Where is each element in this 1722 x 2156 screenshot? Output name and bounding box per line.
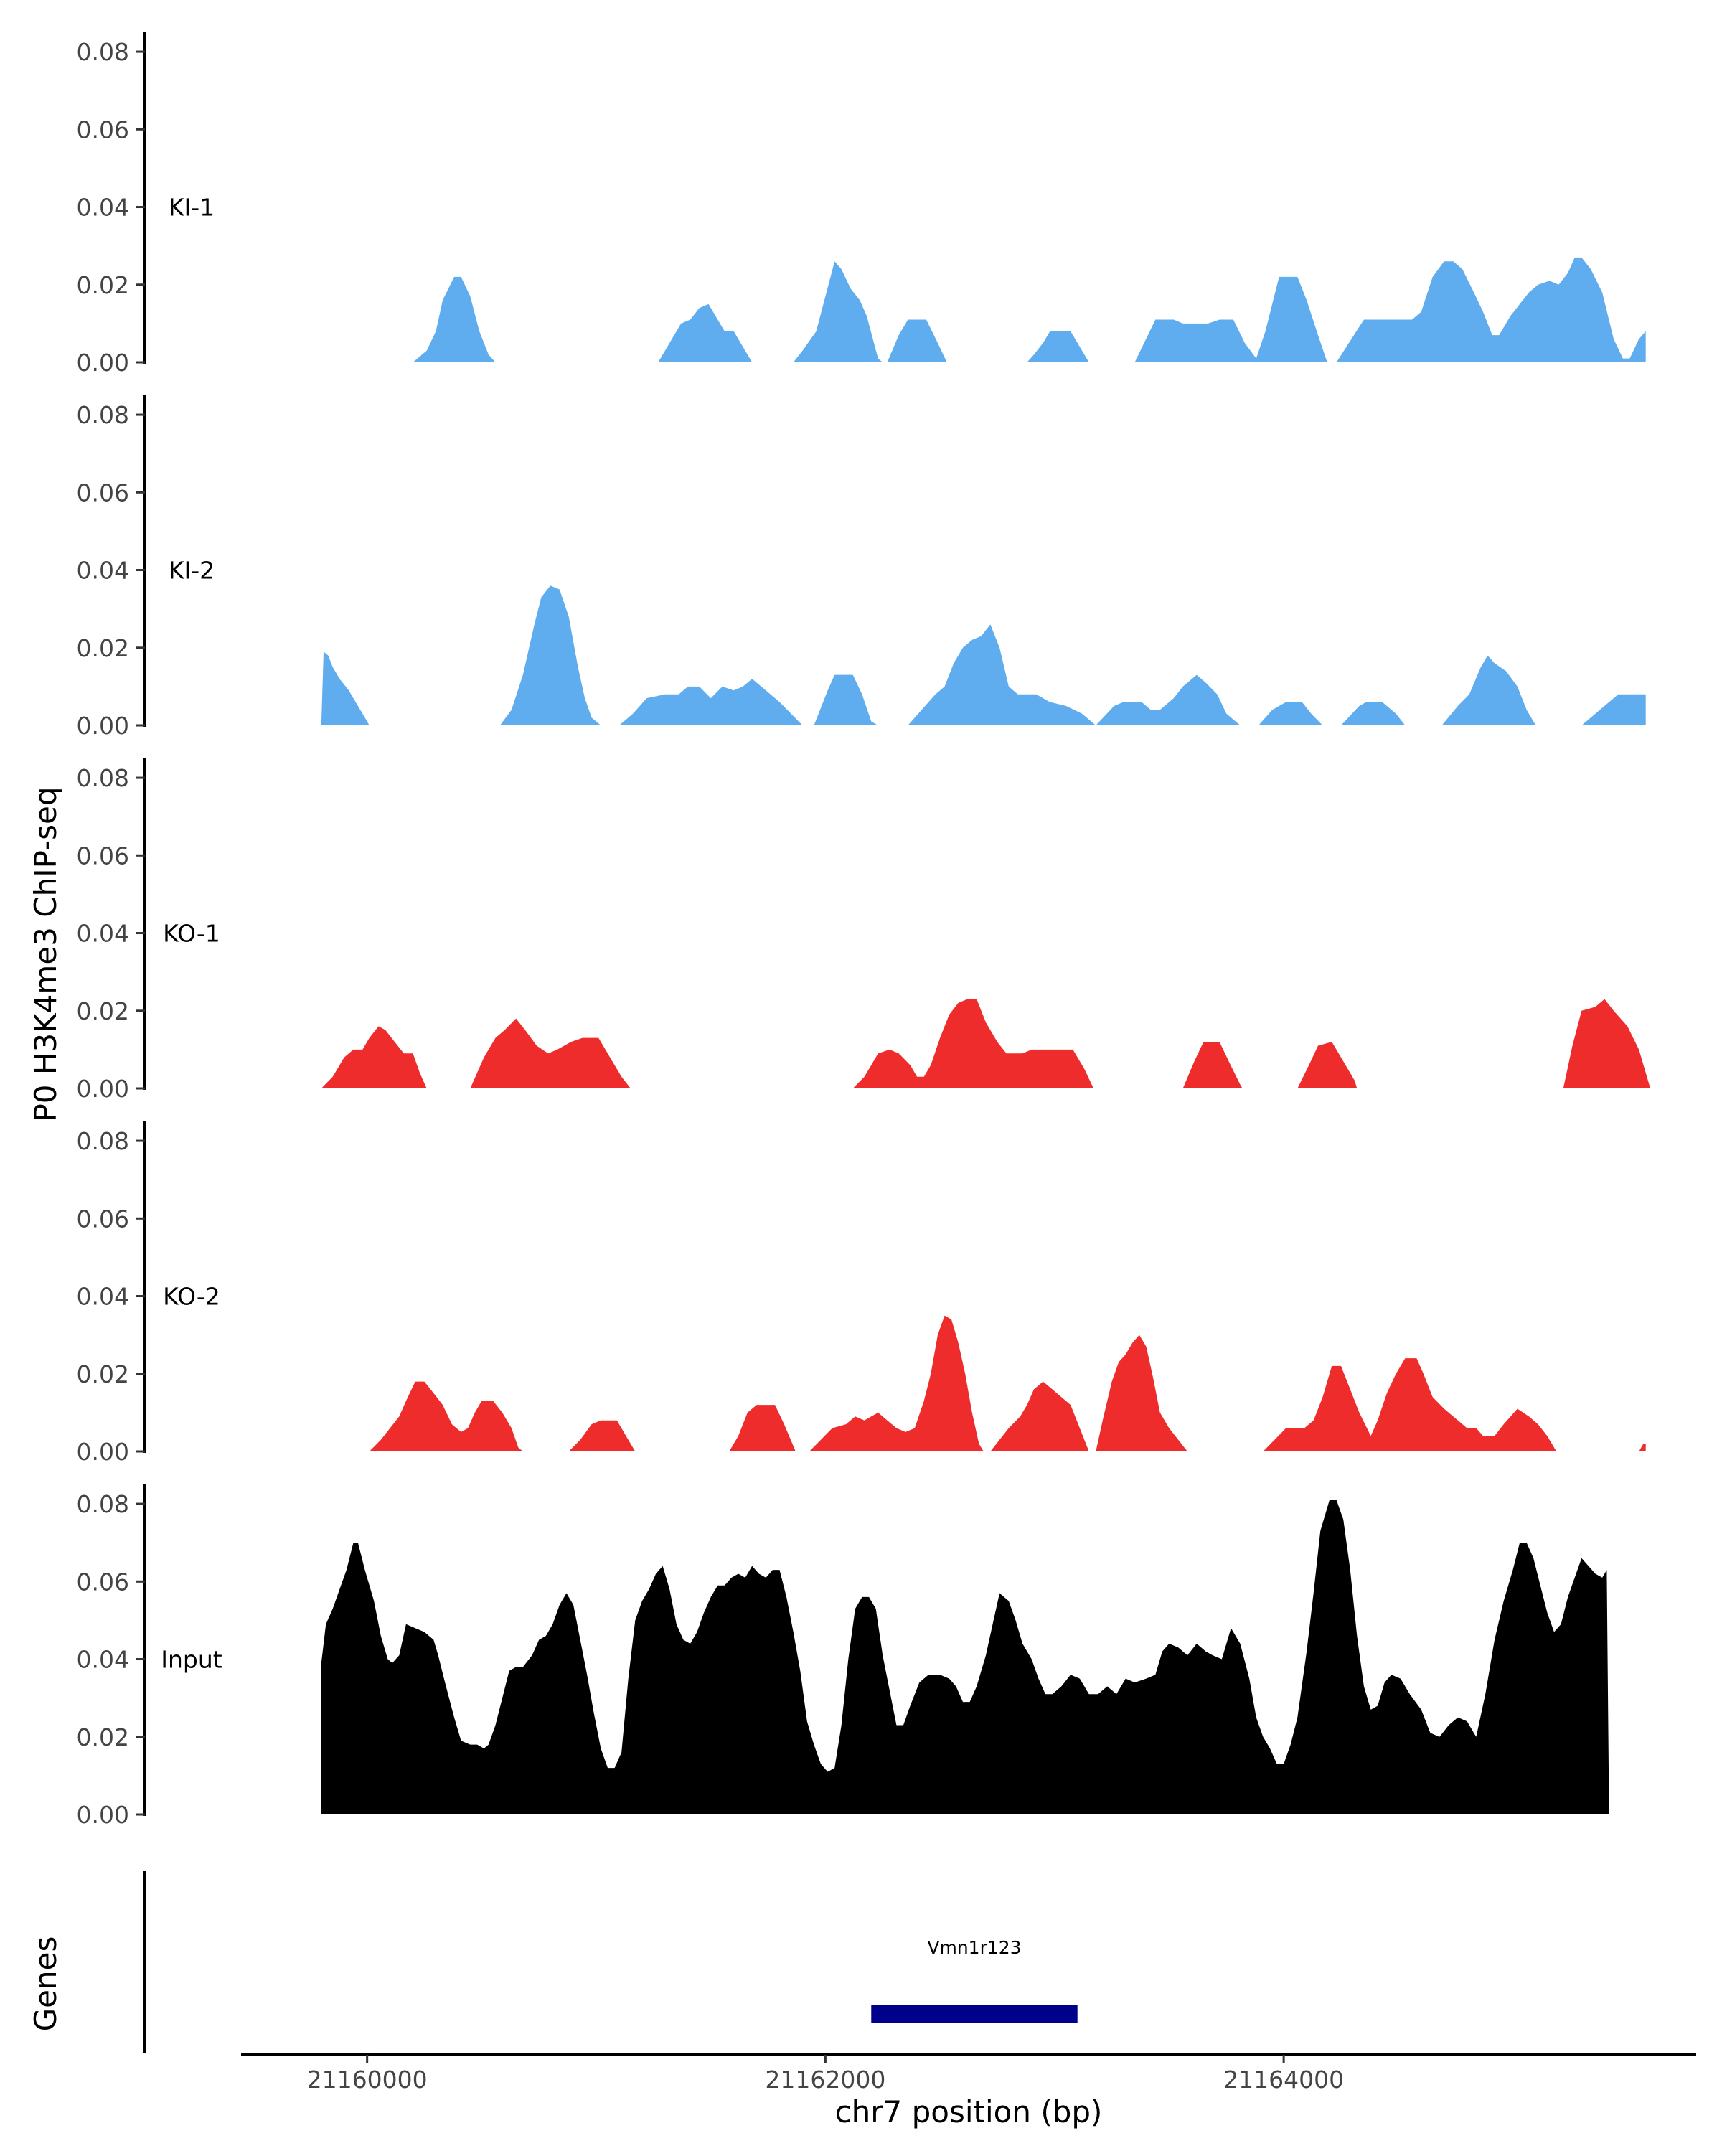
coverage-area-ki-1-2 [793, 261, 883, 362]
y-tick-label: 0.08 [77, 1127, 129, 1155]
y-tick-label: 0.00 [77, 1075, 129, 1103]
y-tick-label: 0.02 [77, 1360, 129, 1388]
coverage-area-ko-2-2 [729, 1405, 796, 1451]
y-tick-label: 0.08 [77, 1490, 129, 1518]
coverage-area-ki-2-0 [321, 651, 370, 725]
coverage-area-ko-2-5 [1096, 1334, 1187, 1451]
track-label: KO-1 [163, 920, 220, 948]
x-tick-label: 21162000 [765, 2066, 885, 2094]
x-tick-label: 21160000 [307, 2066, 428, 2094]
y-tick-label: 0.04 [77, 1646, 129, 1674]
track-label: Input [161, 1646, 222, 1674]
coverage-area-ko-2-4 [990, 1381, 1089, 1451]
y-tick-label: 0.02 [77, 271, 129, 299]
x-axis-title: chr7 position (bp) [835, 2094, 1103, 2129]
coverage-area-ko-1-4 [1297, 1042, 1358, 1088]
coverage-area-ki-1-4 [1027, 331, 1089, 362]
y-tick-label: 0.04 [77, 1283, 129, 1311]
gene-label: Vmn1r123 [927, 1937, 1021, 1958]
coverage-area-ko-1-0 [321, 1026, 427, 1088]
y-tick-label: 0.02 [77, 1723, 129, 1751]
y-tick-label: 0.00 [77, 349, 129, 377]
y-tick-label: 0.00 [77, 712, 129, 740]
y-axis-title: P0 H3K4me3 ChIP-seq [28, 786, 63, 1121]
y-tick-label: 0.04 [77, 920, 129, 948]
track-label: KI-2 [169, 557, 215, 585]
coverage-area-ko-2-3 [809, 1315, 984, 1451]
coverage-area-ki-2-3 [814, 674, 878, 725]
track-label: KI-1 [169, 194, 215, 222]
y-tick-label: 0.06 [77, 1205, 129, 1233]
track-label: KO-2 [163, 1283, 220, 1311]
track-ki-2: 0.00 0.02 0.04 0.06 0.08 KI-2 [77, 395, 1646, 740]
coverage-area-ki-2-5 [1096, 674, 1241, 725]
y-tick-label: 0.06 [77, 842, 129, 870]
y-tick-label: 0.06 [77, 479, 129, 507]
coverage-area-ko-1-5 [1563, 999, 1651, 1088]
coverage-area-ko-1-2 [852, 999, 1094, 1088]
track-ko-1: 0.00 0.02 0.04 0.06 0.08 KO-1 [77, 758, 1651, 1103]
coverage-area-ko-2-1 [568, 1420, 636, 1451]
y-tick-label: 0.02 [77, 997, 129, 1025]
coverage-area-ki-1-1 [658, 303, 753, 362]
y-tick-label: 0.08 [77, 38, 129, 66]
coverage-area-ki-2-4 [908, 624, 1096, 725]
x-tick-label: 21164000 [1223, 2066, 1344, 2094]
x-axis: chr7 position (bp) 21160000 21162000 21164… [241, 2053, 1696, 2129]
coverage-area-ki-2-2 [619, 679, 803, 725]
coverage-area-ki-1-3 [887, 319, 947, 362]
coverage-area-ki-1-5 [1134, 276, 1327, 362]
track-ko-2: 0.00 0.02 0.04 0.06 0.08 KO-2 [77, 1121, 1646, 1466]
coverage-area-ki-2-7 [1341, 702, 1406, 725]
gene-body [871, 2005, 1078, 2023]
genes-layer: Genes Vmn1r123 [28, 1871, 1078, 2053]
track-ki-1: 0.00 0.02 0.04 0.06 0.08 KI-1 [77, 32, 1646, 377]
y-tick-label: 0.08 [77, 401, 129, 429]
tracks-layer: 0.00 0.02 0.04 0.06 0.08 KI-1 0.00 0.02 0.04 0.06… [77, 32, 1651, 1829]
y-tick-label: 0.04 [77, 194, 129, 222]
y-tick-label: 0.08 [77, 764, 129, 792]
y-tick-label: 0.06 [77, 1568, 129, 1596]
coverage-area-ki-2-1 [499, 585, 601, 725]
coverage-area-ko-1-3 [1182, 1042, 1243, 1088]
coverage-area-input-0 [321, 1500, 1609, 1814]
coverage-area-ki-2-6 [1258, 702, 1323, 725]
track-input: 0.00 0.02 0.04 0.06 0.08 Input [77, 1484, 1609, 1829]
coverage-area-ki-1-6 [1336, 257, 1646, 362]
coverage-area-ki-2-9 [1581, 694, 1646, 725]
genes-axis-title: Genes [28, 1936, 63, 2032]
y-tick-label: 0.04 [77, 557, 129, 585]
y-tick-label: 0.00 [77, 1438, 129, 1466]
coverage-area-ki-1-0 [413, 276, 496, 362]
coverage-area-ko-2-0 [369, 1381, 523, 1451]
y-tick-label: 0.00 [77, 1801, 129, 1829]
coverage-area-ko-1-1 [470, 1018, 631, 1088]
coverage-area-ko-2-6 [1263, 1358, 1646, 1451]
y-tick-label: 0.02 [77, 634, 129, 662]
y-tick-label: 0.06 [77, 116, 129, 143]
coverage-area-ki-2-8 [1441, 655, 1536, 725]
